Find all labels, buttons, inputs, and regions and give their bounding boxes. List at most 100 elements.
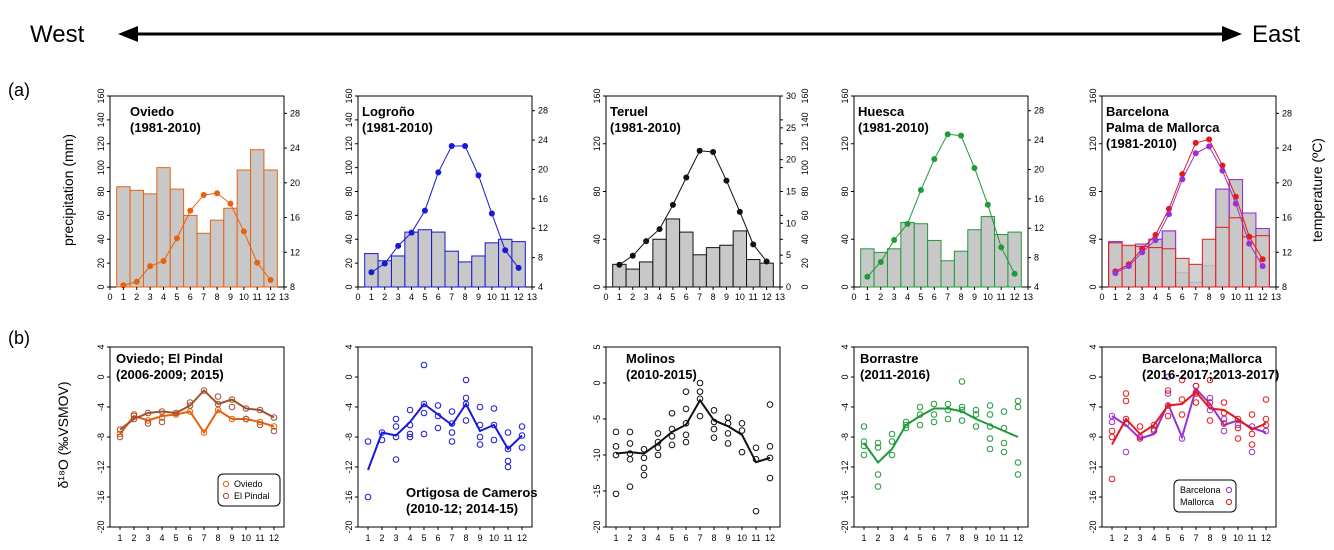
isotope-point <box>626 483 634 490</box>
precip-bar <box>417 229 433 288</box>
precip-bar <box>638 261 654 288</box>
precip-bar <box>457 261 473 288</box>
temp-point <box>240 228 247 235</box>
temp-point <box>629 252 636 259</box>
y-tick-label: 0 <box>344 374 354 379</box>
precip-bar <box>196 232 211 288</box>
panel-title: Palma de Mallorca <box>1106 120 1220 135</box>
legend-label: Mallorca <box>1180 497 1214 507</box>
isotope-point <box>668 441 676 449</box>
panel-label-a: (a) <box>8 80 30 100</box>
temp-point <box>710 149 717 156</box>
x-tick-label: 1 <box>365 533 370 543</box>
isotope-point <box>1150 421 1158 429</box>
x-tick-label: 3 <box>148 292 153 302</box>
west-east-arrow <box>118 26 1242 42</box>
isotope-point <box>710 407 718 414</box>
y-tick-label: -4 <box>1088 403 1098 411</box>
precip-bar <box>746 259 761 288</box>
isotope-point <box>902 421 910 429</box>
isotope-point <box>626 440 634 447</box>
isotope-point <box>1122 448 1130 456</box>
y2-tick-label: 24 <box>1282 143 1292 153</box>
x-tick-label: 4 <box>1153 292 1158 302</box>
y-tick-label: -8 <box>96 433 106 441</box>
isotope-point <box>874 471 882 478</box>
y-tick-label: 5 <box>592 344 602 349</box>
isotope-point <box>364 438 372 445</box>
panel-title: Huesca <box>858 104 905 119</box>
isotope-point <box>1164 412 1172 420</box>
temp-point <box>1246 240 1253 247</box>
isotope-point <box>738 448 746 456</box>
x-tick-label: 11 <box>999 533 1008 543</box>
x-tick-label: 2 <box>627 533 632 543</box>
x-tick-label: 6 <box>683 533 688 543</box>
y-tick-label: -20 <box>592 520 602 533</box>
x-tick-label: 7 <box>1193 533 1198 543</box>
y-tick-label: 80 <box>840 186 850 196</box>
isotope-point <box>640 464 648 472</box>
precip-bar <box>498 238 513 288</box>
isotope-point <box>944 415 952 423</box>
x-tick-label: 6 <box>931 533 936 543</box>
precipitation-axis-label: precipitation (mm) <box>60 134 76 246</box>
y-tick-label: 0 <box>840 374 850 379</box>
x-tick-label: 0 <box>355 292 360 302</box>
isotope-point <box>462 417 470 424</box>
plot-frame <box>605 346 781 528</box>
x-tick-label: 6 <box>188 292 193 302</box>
temp-point <box>656 226 663 233</box>
temp-point <box>958 132 965 139</box>
isotope-point <box>392 456 400 463</box>
temp-point <box>475 172 482 179</box>
x-tick-label: 7 <box>1193 292 1198 302</box>
panel-title: (1981-2010) <box>610 120 681 135</box>
temp-point <box>723 177 730 184</box>
x-tick-label: 12 <box>762 292 772 302</box>
isotope-point <box>504 463 512 471</box>
temp-point <box>917 187 924 194</box>
y-tick-label: -20 <box>96 520 106 533</box>
isotope-point <box>518 423 526 430</box>
y3-tick-label: 100 <box>800 160 810 175</box>
x-tick-label: 8 <box>959 292 964 302</box>
x-tick-label: 5 <box>421 533 426 543</box>
x-tick-label: 8 <box>215 292 220 302</box>
isotope-point <box>420 400 428 408</box>
x-tick-label: 9 <box>477 533 482 543</box>
y3-tick-label: 120 <box>800 136 810 151</box>
x-tick-label: 0 <box>851 292 856 302</box>
precip-bar <box>940 260 955 288</box>
east-label: East <box>1252 21 1300 48</box>
y-tick-label: 160 <box>96 88 106 103</box>
isotope-point <box>766 401 774 408</box>
y-tick-label: -16 <box>344 490 354 503</box>
temp-point <box>683 174 690 181</box>
y2-tick-label: 16 <box>1282 213 1292 223</box>
x-tick-label: 1 <box>1113 292 1118 302</box>
x-tick-label: 9 <box>228 292 233 302</box>
legend-marker <box>1225 486 1233 494</box>
isotope-point <box>1000 408 1008 415</box>
delta-axis-label: δ¹⁸O (‰VSMOV) <box>55 381 71 488</box>
isotope-point <box>476 403 484 411</box>
y-tick-label: -8 <box>344 433 354 441</box>
x-tick-label: 8 <box>1207 533 1212 543</box>
precip-bar <box>679 231 694 288</box>
precip-bar <box>860 248 875 288</box>
climograph-panel: 0 1 2 3 4 5 6 7 8 9 10 11 12 130408012016048121620242… <box>840 88 1044 302</box>
precip-bar <box>967 229 982 288</box>
legend-marker <box>222 480 230 488</box>
isotope-point <box>986 445 994 453</box>
temperature-axis-label: temperature (ºC) <box>1309 138 1325 242</box>
isotope-point <box>752 444 760 452</box>
y-tick-label: 160 <box>592 88 602 103</box>
x-tick-label: 10 <box>1231 292 1241 302</box>
precip-bar <box>927 239 942 288</box>
x-tick-label: 9 <box>724 292 729 302</box>
y-tick-label: -16 <box>1088 490 1098 503</box>
temp-point <box>1232 200 1239 207</box>
isotope-point <box>654 444 662 452</box>
